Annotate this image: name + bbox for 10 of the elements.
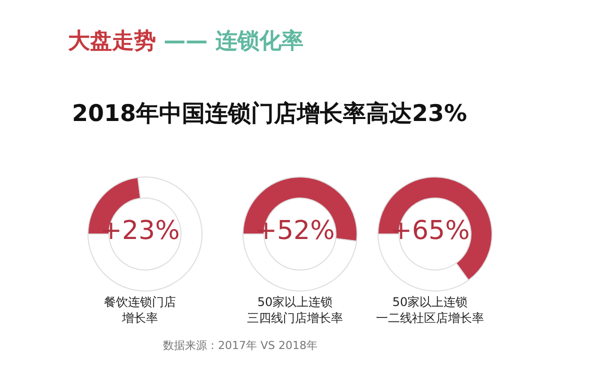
text: +52% xyxy=(255,216,335,246)
donut-slice xyxy=(88,176,202,292)
text: +65% xyxy=(390,216,470,246)
source-note: 数据来源：2017年 VS 2018年 xyxy=(163,338,318,353)
text: 50家以上连锁一二线社区店增长率 xyxy=(375,294,485,326)
text: +23% xyxy=(100,216,180,246)
text: 50家以上连锁三四线门店增长率 xyxy=(246,294,344,326)
text: 餐饮连锁门店增长率 xyxy=(103,294,177,326)
text: 2018年中国连锁门店增长率高达23% xyxy=(72,100,468,129)
text: 大盘走势 —— 连锁化率 xyxy=(68,29,304,54)
